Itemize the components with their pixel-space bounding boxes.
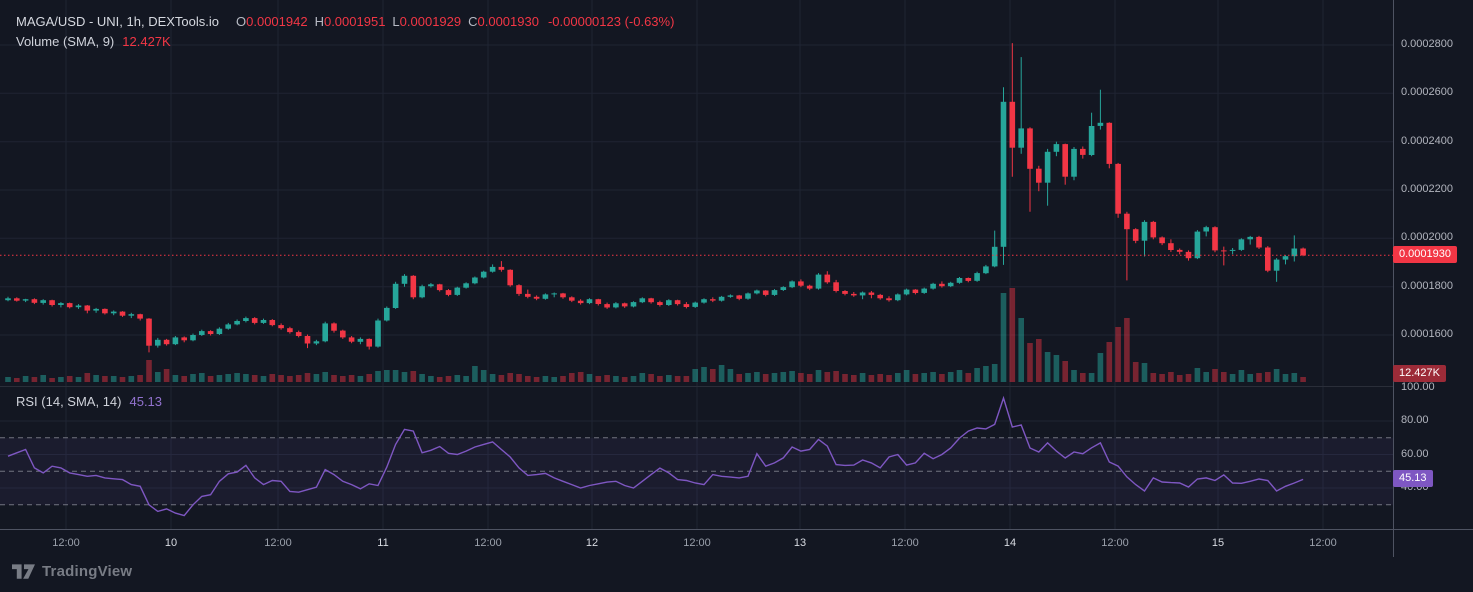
symbol-title[interactable]: MAGA/USD - UNI, 1h, DEXTools.io xyxy=(16,14,219,29)
rsi-line xyxy=(7,395,1304,517)
price-axis-label: 0.0002000 xyxy=(1401,231,1453,244)
price-axis-label: 0.0002600 xyxy=(1401,86,1453,99)
tradingview-logo-icon xyxy=(12,564,35,579)
time-axis-label: 12:00 xyxy=(683,537,711,549)
time-axis-label: 12 xyxy=(585,537,599,549)
rsi-value-badge: 45.13 xyxy=(1393,470,1433,488)
volume-legend-label: Volume (SMA, 9) xyxy=(16,34,115,49)
price-axis-label: 0.0002200 xyxy=(1401,183,1453,195)
ohlc-close-value: 0.0001930 xyxy=(477,14,539,29)
time-axis-label: 12:00 xyxy=(474,537,502,549)
ohlc-high-label: H xyxy=(314,14,324,29)
pane-borders xyxy=(0,0,1473,557)
volume-value-badge: 12.427K xyxy=(1393,365,1446,382)
rsi-axis-label: 60.00 xyxy=(1401,447,1429,460)
ohlc-low-value: 0.0001929 xyxy=(399,14,462,29)
rsi-legend[interactable]: RSI (14, SMA, 14) 45.13 xyxy=(16,394,162,409)
ohlc-low-label: L xyxy=(392,14,400,29)
volume-legend-value: 12.427K xyxy=(122,34,171,49)
ohlc-open-label: O xyxy=(236,14,247,29)
time-axis-label: 15 xyxy=(1211,537,1225,549)
time-axis-label: 12:00 xyxy=(1101,537,1129,549)
volume-legend[interactable]: Volume (SMA, 9) 12.427K xyxy=(16,34,171,49)
candles-layer xyxy=(5,43,1306,353)
time-axis-label: 12:00 xyxy=(264,537,292,549)
symbol-legend[interactable]: MAGA/USD - UNI, 1h, DEXTools.io O0.000194… xyxy=(16,14,674,29)
time-axis-label: 12:00 xyxy=(52,537,80,549)
last-price-badge: 0.0001930 xyxy=(1393,246,1457,264)
rsi-band xyxy=(0,437,1393,506)
price-axis-label: 0.0002400 xyxy=(1401,134,1453,147)
rsi-axis-label: 80.00 xyxy=(1401,414,1429,426)
rsi-axis-label: 100.00 xyxy=(1401,380,1435,393)
rsi-legend-value: 45.13 xyxy=(129,394,163,409)
time-axis-label: 14 xyxy=(1003,537,1017,549)
time-axis-label: 13 xyxy=(793,537,807,549)
rsi-legend-label: RSI (14, SMA, 14) xyxy=(16,394,122,409)
time-axis-label: 11 xyxy=(377,537,389,549)
ohlc-high-value: 0.0001951 xyxy=(323,14,386,29)
tradingview-brand-text: TradingView xyxy=(42,563,133,580)
change-value: -0.00000123 (-0.63%) xyxy=(547,14,675,29)
price-axis-label: 0.0001600 xyxy=(1401,328,1453,340)
price-axis-label: 0.0002800 xyxy=(1401,38,1453,50)
time-axis-label: 10 xyxy=(164,537,178,549)
grid-layer xyxy=(0,0,1393,529)
ohlc-close-label: C xyxy=(468,14,478,29)
time-axis-label: 12:00 xyxy=(891,537,919,549)
tradingview-attribution[interactable]: TradingView xyxy=(12,563,132,580)
ohlc-open-value: 0.0001942 xyxy=(246,14,308,29)
price-axis-label: 0.0001800 xyxy=(1401,279,1453,292)
volume-layer xyxy=(5,288,1306,382)
time-axis-label: 12:00 xyxy=(1309,537,1337,549)
